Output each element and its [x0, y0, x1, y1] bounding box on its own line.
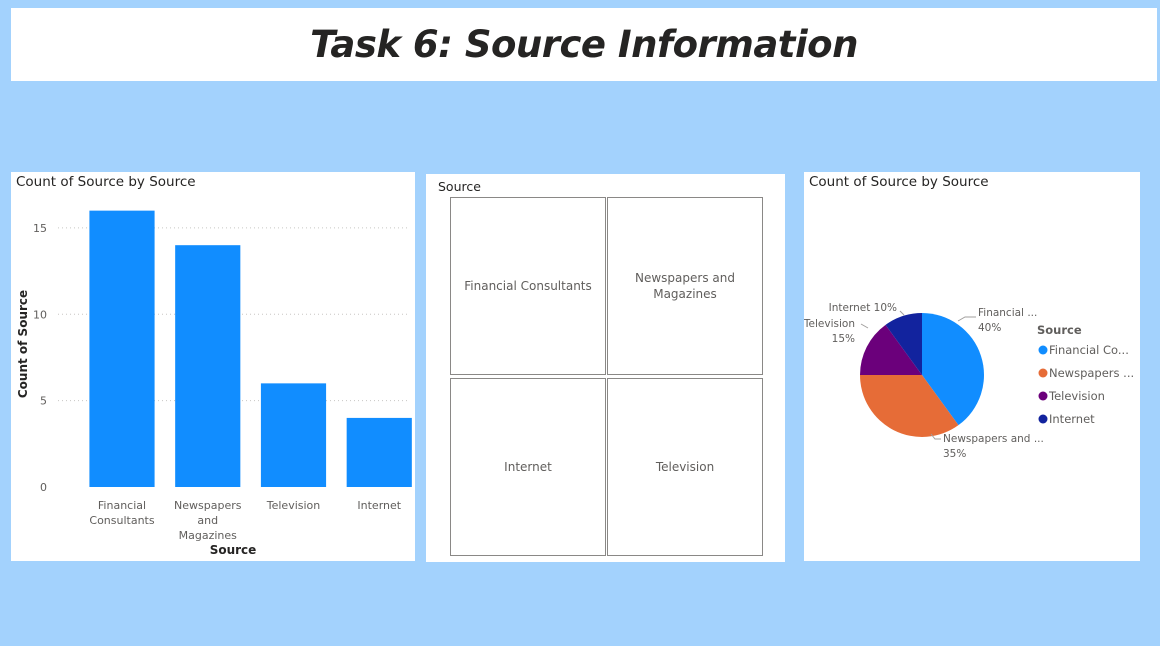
bar[interactable] — [260, 383, 327, 487]
bar[interactable] — [175, 245, 241, 487]
legend-title: Source — [1037, 323, 1082, 337]
pie-data-label: Internet 10% — [829, 302, 897, 314]
pie-slice[interactable] — [860, 324, 922, 375]
legend-marker[interactable] — [1038, 345, 1048, 355]
slicer-header: Source — [438, 179, 481, 194]
pie-chart-visual[interactable]: Count of Source by Source Financial ... 4… — [804, 172, 1140, 561]
legend-item[interactable]: Internet — [1049, 412, 1095, 426]
legend-item[interactable]: Television — [1048, 389, 1105, 403]
pie-slice[interactable] — [885, 313, 922, 375]
pie-leader-line — [899, 310, 905, 316]
x-tick-label: Internet — [357, 499, 401, 512]
legend-marker[interactable] — [1038, 414, 1048, 424]
legend-marker[interactable] — [1038, 368, 1048, 378]
legend-marker[interactable] — [1038, 391, 1048, 401]
pie-leader-line — [930, 433, 941, 440]
pie-slice[interactable] — [860, 375, 959, 437]
pie-leader-line — [957, 316, 976, 322]
legend-item[interactable]: Newspapers ... — [1049, 366, 1134, 380]
pie-leader-line — [860, 323, 869, 329]
slicer-tile-financial-consultants[interactable]: Financial Consultants — [450, 197, 606, 375]
source-slicer[interactable]: Source Financial Consultants Newspapers … — [426, 174, 785, 562]
y-axis-label: Count of Source — [16, 290, 30, 398]
slicer-tile-newspapers-and-magazines[interactable]: Newspapers and Magazines — [607, 197, 763, 375]
page-title: Task 6: Source Information — [310, 23, 858, 66]
y-tick-label: 10 — [33, 308, 47, 321]
pie-data-label: Television 15% — [804, 318, 855, 345]
bar[interactable] — [89, 210, 155, 488]
slicer-tile-label: Internet — [504, 460, 552, 474]
bar-chart-svg: 0 5 10 15 Count of Source Financial Consultant… — [16, 210, 412, 557]
bar-chart-title: Count of Source by Source — [16, 174, 196, 190]
legend-item[interactable]: Financial Co... — [1049, 343, 1129, 357]
pie-chart-svg: Financial ... 40% Newspapers and ... 35% Tel… — [804, 302, 1134, 460]
slicer-tile-internet[interactable]: Internet — [450, 378, 606, 556]
x-tick-label: Television — [266, 499, 321, 512]
bar[interactable] — [346, 417, 412, 487]
x-tick-label: Financial Consultants — [89, 499, 154, 527]
bar-chart-visual[interactable]: Count of Source by Source 0 5 10 15 Count of… — [11, 172, 415, 561]
slicer-tile-label: Television — [655, 460, 715, 474]
slicer-tile-label: Financial Consultants — [464, 279, 592, 293]
slicer-tile-label: Newspapers and Magazines — [635, 271, 735, 301]
y-tick-label: 5 — [40, 395, 47, 408]
y-tick-label: 0 — [40, 481, 47, 494]
pie-slice[interactable] — [922, 313, 984, 426]
pie-data-label: Newspapers and ... 35% — [943, 433, 1044, 460]
pie-chart-title: Count of Source by Source — [809, 174, 989, 190]
slicer-tile-television[interactable]: Television — [607, 378, 763, 556]
x-axis-label: Source — [210, 543, 257, 557]
pie-data-label: Financial ... 40% — [978, 307, 1037, 334]
page-title-bar: Task 6: Source Information — [11, 8, 1157, 81]
x-tick-label: Newspapers and Magazines — [174, 499, 242, 542]
y-tick-label: 15 — [33, 222, 47, 235]
